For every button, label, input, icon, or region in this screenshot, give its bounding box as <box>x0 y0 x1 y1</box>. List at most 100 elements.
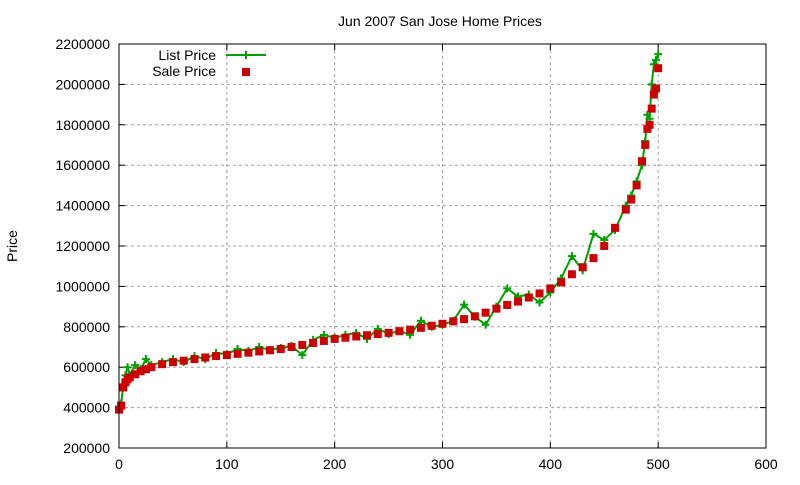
data-point <box>190 355 199 364</box>
data-point <box>647 80 656 89</box>
data-point <box>117 401 126 410</box>
data-point <box>265 346 274 355</box>
data-point <box>654 64 663 73</box>
data-point <box>535 298 544 307</box>
data-point <box>222 351 231 360</box>
data-point <box>276 345 285 354</box>
series <box>115 50 663 414</box>
data-point <box>649 60 658 69</box>
data-point <box>567 252 576 261</box>
data-point <box>298 351 307 360</box>
data-point <box>503 284 512 293</box>
legend-marker-sale-price <box>242 68 250 76</box>
data-point <box>136 367 145 376</box>
y-axis-label: Price <box>4 230 20 262</box>
data-point <box>131 370 140 379</box>
data-point <box>373 330 382 339</box>
data-point <box>255 347 264 356</box>
data-point <box>212 352 221 361</box>
data-point <box>319 336 328 345</box>
y-tick-label: 2200000 <box>55 36 110 52</box>
data-point <box>524 293 533 302</box>
data-point <box>201 353 210 362</box>
legend-label-list-price: List Price <box>158 47 216 63</box>
data-point <box>287 343 296 351</box>
data-point <box>158 360 167 369</box>
y-tick-label: 800000 <box>63 319 110 335</box>
legend: List Price Sale Price <box>152 47 266 79</box>
data-point <box>649 90 658 99</box>
data-point <box>492 304 501 313</box>
data-point <box>460 315 469 324</box>
x-tick-label: 300 <box>431 456 455 472</box>
data-point <box>557 278 566 287</box>
y-tick-label: 2000000 <box>55 76 110 92</box>
legend-marker-list-price <box>242 51 250 59</box>
data-point <box>578 263 587 272</box>
data-point <box>637 157 646 166</box>
y-tick-label: 600000 <box>63 359 110 375</box>
data-point <box>298 340 307 349</box>
data-point <box>131 361 140 370</box>
data-point <box>395 327 404 336</box>
data-point <box>632 181 641 190</box>
data-point <box>652 56 661 65</box>
y-tick-label: 1600000 <box>55 157 110 173</box>
y-tick-label: 400000 <box>63 400 110 416</box>
x-tick-label: 200 <box>323 456 347 472</box>
data-point <box>141 355 150 364</box>
y-tick-label: 1400000 <box>55 198 110 214</box>
data-point <box>647 104 656 113</box>
data-point <box>123 363 132 372</box>
data-point <box>503 300 512 309</box>
y-tick-label: 1200000 <box>55 238 110 254</box>
data-point <box>611 223 620 232</box>
grid <box>119 44 766 448</box>
data-point <box>643 124 652 133</box>
data-point <box>645 120 654 129</box>
data-point <box>546 284 555 293</box>
data-point <box>168 358 177 367</box>
data-point <box>341 333 350 342</box>
data-point <box>643 110 652 119</box>
data-point <box>449 317 458 326</box>
y-tick-label: 1800000 <box>55 117 110 133</box>
data-point <box>567 270 576 279</box>
data-point <box>621 205 630 214</box>
data-point <box>427 321 436 330</box>
y-tick-label: 1000000 <box>55 278 110 294</box>
data-point <box>589 229 598 238</box>
data-point <box>352 332 361 341</box>
data-point <box>363 331 372 340</box>
data-point <box>600 242 609 250</box>
data-point <box>641 141 650 149</box>
data-point <box>119 383 128 392</box>
x-tick-labels: 0 100 200 300 400 500 600 <box>115 456 778 472</box>
y-tick-labels: 200000 400000 600000 800000 1000000 1200000 14… <box>55 36 110 456</box>
legend-label-sale-price: Sale Price <box>152 63 216 79</box>
data-point <box>125 373 134 382</box>
x-tick-label: 0 <box>115 456 123 472</box>
data-point <box>654 50 663 59</box>
data-point <box>535 289 544 298</box>
data-point <box>513 297 522 306</box>
data-point <box>233 349 242 358</box>
data-point <box>438 319 447 328</box>
data-point <box>481 320 490 329</box>
data-point <box>330 334 339 343</box>
chart-title: Jun 2007 San Jose Home Prices <box>338 13 542 29</box>
data-point <box>384 328 393 337</box>
data-point <box>470 312 479 321</box>
data-point <box>481 308 490 317</box>
data-point <box>652 84 661 93</box>
series-sale-price <box>115 64 663 414</box>
x-tick-label: 100 <box>215 456 239 472</box>
x-tick-label: 400 <box>539 456 563 472</box>
data-point <box>147 363 156 372</box>
data-point <box>244 348 253 357</box>
x-tick-label: 600 <box>754 456 778 472</box>
data-point <box>589 254 598 263</box>
data-point <box>406 325 415 334</box>
data-point <box>460 300 469 309</box>
